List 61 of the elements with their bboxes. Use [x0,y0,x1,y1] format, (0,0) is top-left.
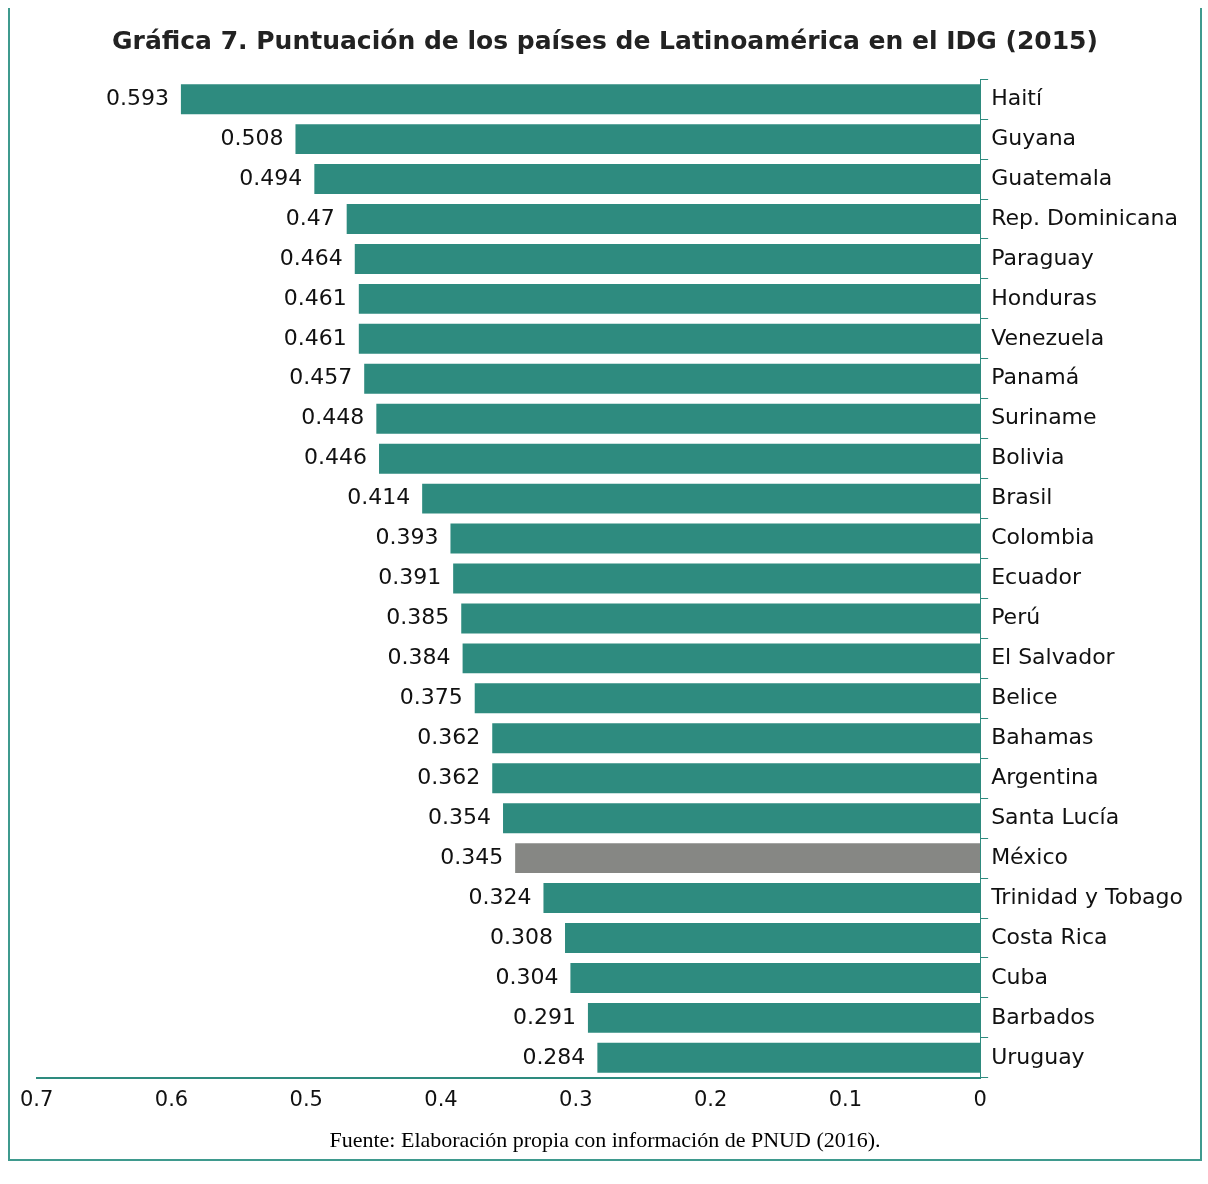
y-tick-label: Honduras [991,284,1097,310]
data-label: 0.391 [378,564,442,590]
data-label: 0.464 [279,244,343,270]
data-label: 0.354 [428,803,492,829]
y-tick-label: Brasil [991,484,1053,510]
data-label: 0.384 [387,644,451,670]
y-tick-label: Cuba [991,963,1048,989]
y-tick-label: Rep. Dominicana [991,204,1178,230]
y-tick-label: Barbados [991,1003,1096,1029]
data-label: 0.393 [375,524,439,550]
x-tick-label: 0.2 [693,1086,728,1111]
data-label: 0.308 [490,923,554,949]
x-tick-label: 0.7 [20,1086,54,1111]
y-tick-label: Venezuela [991,324,1105,350]
data-label: 0.362 [417,763,481,789]
data-label: 0.457 [289,364,353,390]
data-label: 0.494 [239,164,303,190]
source-note: Fuente: Elaboración propia con información de PNUD (2016). [328,1126,882,1154]
data-label: 0.446 [304,444,368,470]
y-tick-label: Haití [991,84,1043,110]
data-label: 0.375 [399,684,463,710]
y-tick-label: Guatemala [991,164,1113,190]
y-tick-label: Suriname [991,404,1097,430]
data-label: 0.461 [283,324,347,350]
y-tick-label: Costa Rica [991,923,1108,949]
chart-title: Gráfica 7. Puntuación de los países de Latinoamérica en el IDG (2015) [111,25,1099,57]
y-tick-label: Guyana [991,124,1077,150]
data-label: 0.47 [285,204,335,230]
data-label: 0.362 [417,723,481,749]
x-tick-label: 0.5 [289,1086,323,1111]
x-tick-label: 0 [973,1086,987,1111]
x-tick-label: 0.6 [154,1086,189,1111]
y-tick-label: Uruguay [991,1043,1085,1069]
bar [515,843,981,874]
y-tick-label: Ecuador [991,564,1082,590]
y-tick-label: Argentina [991,763,1099,789]
data-label: 0.284 [522,1043,586,1069]
data-label: 0.448 [301,404,365,430]
data-label: 0.291 [512,1003,576,1029]
data-label: 0.414 [347,484,411,510]
y-tick-label: México [991,843,1068,869]
x-tick-label: 0.4 [424,1086,458,1111]
y-tick-label: Panamá [991,364,1080,390]
x-tick-label: 0.1 [828,1086,863,1111]
data-label: 0.508 [220,124,284,150]
y-tick-label: Paraguay [991,244,1094,270]
y-tick-label: Bolivia [991,444,1065,470]
data-label: 0.324 [468,883,532,909]
y-tick-label: Trinidad y Tobago [990,883,1184,909]
data-label: 0.461 [283,284,347,310]
y-tick-label: Perú [991,604,1041,630]
data-label: 0.304 [495,963,559,989]
y-tick-label: Bahamas [991,723,1094,749]
y-tick-label: El Salvador [991,644,1116,670]
y-tick-label: Belice [991,684,1058,710]
x-tick-label: 0.3 [559,1086,593,1111]
y-tick-label: Colombia [991,524,1095,550]
y-tick-label: Santa Lucía [991,803,1120,829]
data-label: 0.593 [105,84,169,110]
data-label: 0.385 [386,604,450,630]
data-label: 0.345 [440,843,504,869]
